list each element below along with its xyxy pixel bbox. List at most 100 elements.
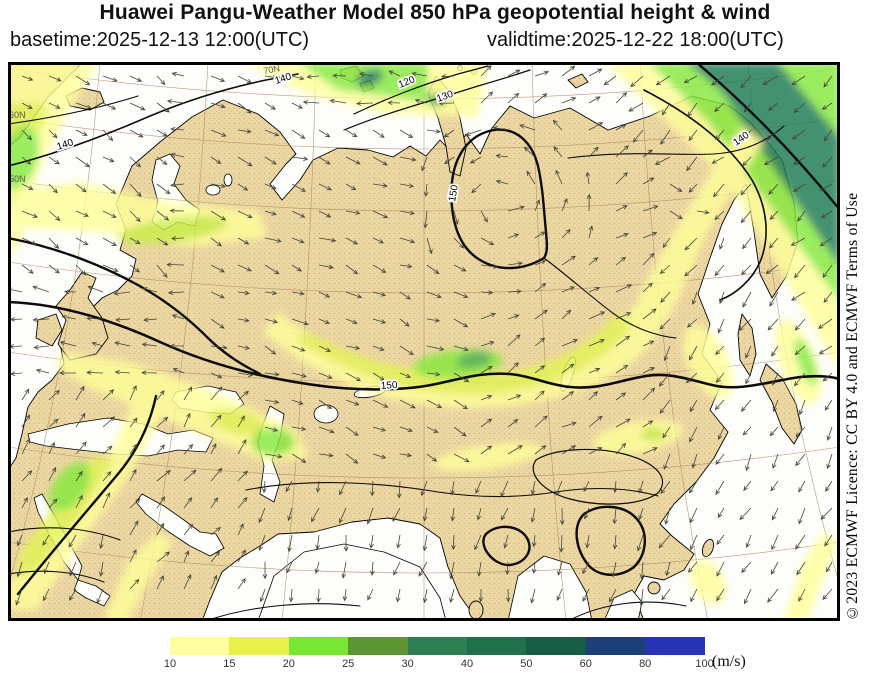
wind-arrow [237, 290, 250, 296]
wind-arrow [210, 414, 222, 428]
wind-arrow [210, 372, 223, 379]
wind-arrow [790, 237, 806, 246]
wind-arrow [102, 471, 112, 482]
graticule-meridian [639, 62, 709, 621]
wind-arrow [794, 345, 806, 356]
wind-arrow [822, 372, 833, 382]
page-title: Huawei Pangu-Weather Model 850 hPa geopo… [99, 1, 771, 24]
contour-africa-1 [8, 527, 121, 541]
wind-arrow [555, 169, 563, 185]
wind-arrow [48, 156, 60, 165]
wind-arrow [286, 561, 293, 574]
wind-arrow [480, 290, 494, 295]
wind-arrow [655, 75, 671, 86]
wind-arrow [743, 480, 752, 492]
wind-arrow [561, 65, 576, 77]
wind-arrow [583, 480, 590, 493]
wind-arrow [659, 399, 671, 414]
wind-arrow [345, 345, 361, 350]
wind-arrow [115, 317, 131, 323]
wind-arrow [588, 256, 599, 266]
wind-arrow [43, 561, 50, 575]
wind-arrow [262, 561, 268, 580]
wind-arrow [302, 100, 320, 105]
wind-arrow [345, 399, 360, 406]
wind-arrow [531, 561, 537, 574]
wind-arrow [638, 480, 644, 494]
colorbar-segment [170, 637, 230, 655]
wind-arrow [642, 447, 658, 455]
wind-arrow [588, 68, 603, 77]
wind-arrow [507, 314, 520, 320]
contour-height-label: 150 [380, 380, 398, 392]
wind-arrow [717, 507, 725, 519]
island-severnaya-zemlya [567, 73, 589, 89]
wind-arrow [586, 193, 592, 212]
contour-layer [8, 62, 840, 621]
sea-bengal [507, 555, 593, 621]
wind-arrow [48, 498, 58, 509]
wind-arrow [48, 389, 60, 401]
wind-arrow [156, 264, 168, 278]
wind-arrow [59, 370, 76, 376]
colorbar-tick-label: 15 [223, 658, 236, 670]
wind-arrow [397, 480, 402, 499]
wind-arrow [654, 156, 671, 165]
wind-arrow [519, 124, 536, 131]
wind-arrow [210, 345, 228, 350]
wind-arrow [588, 311, 606, 320]
wind-arrow [423, 183, 429, 197]
colorbar-segment [407, 637, 467, 655]
contour-jet-axis [694, 62, 840, 212]
wind-arrow [210, 386, 223, 401]
wind-arrow [422, 588, 428, 604]
wind-arrow [341, 561, 347, 579]
wind-arrow [713, 183, 725, 198]
wind-arrow [507, 69, 521, 77]
wind-arrow [237, 577, 246, 590]
wind-arrow [345, 318, 358, 324]
wind-arrow [75, 129, 88, 136]
island-ireland [35, 313, 63, 347]
contour-bottom-1 [205, 603, 361, 621]
wind-arrow [237, 497, 248, 509]
wind-arrow [588, 96, 601, 104]
wind-arrow [102, 129, 114, 142]
wind-arrow [742, 426, 752, 436]
wind-arrow [771, 534, 779, 551]
wind-arrow [745, 534, 752, 549]
wind-arrow [48, 129, 58, 139]
wind-arrow [372, 453, 387, 459]
wind-arrow [588, 287, 601, 293]
wind-arrow [663, 345, 671, 362]
wind-arrow [684, 237, 698, 251]
wind-arrow [210, 574, 218, 590]
wind-arrow [426, 264, 440, 275]
wind-arrow [156, 75, 166, 86]
shade-scandinavia-core [118, 215, 228, 245]
wind-arrow [264, 210, 277, 216]
wind-arrow [453, 264, 467, 272]
wind-arrow [237, 439, 247, 455]
wind-arrow [534, 415, 548, 428]
wind-arrow [48, 441, 55, 455]
wind-arrow [615, 145, 629, 158]
wind-arrow [210, 443, 217, 455]
wind-arrow [32, 285, 50, 293]
wind-arrow [48, 210, 61, 222]
contour-china-loop [532, 448, 664, 505]
wind-arrow [615, 205, 628, 212]
wind-speed-colorbar [170, 637, 705, 655]
contour-arctic-thin [567, 125, 785, 159]
colorbar-segment [526, 637, 586, 655]
wind-arrow [342, 588, 348, 602]
wind-arrow [315, 534, 320, 551]
colorbar-segment [288, 637, 349, 655]
wind-arrow [745, 372, 752, 385]
wind-arrow [102, 389, 115, 401]
wind-arrow [418, 561, 428, 577]
wind-arrow [399, 237, 416, 244]
wind-arrow [798, 588, 806, 602]
wind-arrow [129, 520, 139, 536]
wind-arrow [658, 372, 671, 387]
